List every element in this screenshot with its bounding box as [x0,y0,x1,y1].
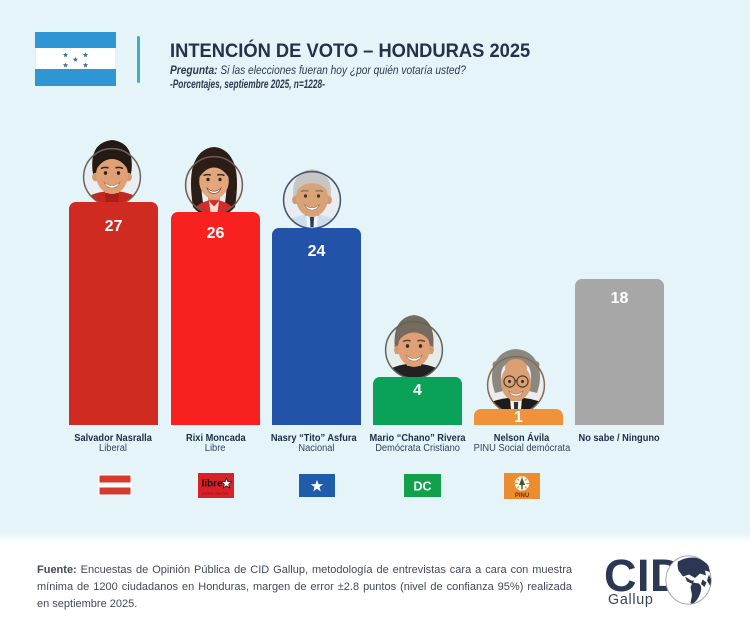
svg-text:PINU: PINU [515,493,529,499]
svg-text:DC: DC [413,480,431,494]
svg-text:partido libertad: partido libertad [202,491,228,496]
svg-text:libre: libre [201,479,223,490]
